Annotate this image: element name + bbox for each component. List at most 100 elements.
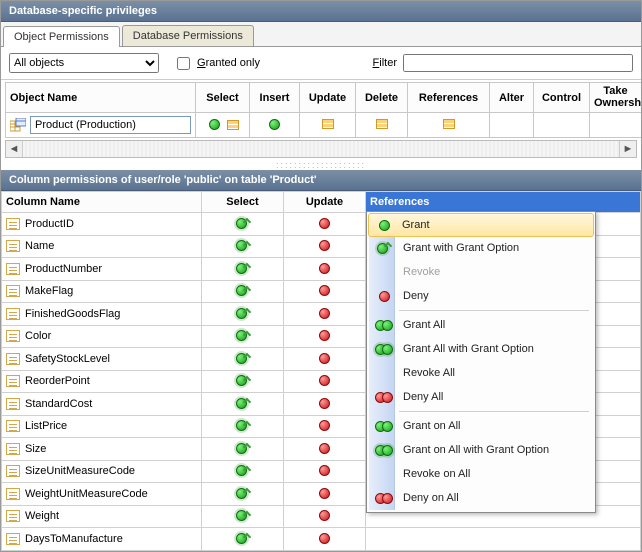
ctx-deny-on-all[interactable]: Deny on All	[369, 486, 593, 510]
object-name-input[interactable]	[30, 116, 191, 134]
horizontal-scrollbar[interactable]: ◄ ►	[5, 140, 637, 158]
scroll-right-icon[interactable]: ►	[620, 143, 636, 155]
ctx-deny[interactable]: Deny	[369, 284, 593, 308]
ctx-label: Deny All	[403, 391, 443, 403]
scroll-left-icon[interactable]: ◄	[6, 143, 22, 155]
perm-cell-take-ownership[interactable]	[590, 113, 642, 138]
perm-cell-update[interactable]	[284, 550, 366, 551]
column-name-label: Size	[25, 443, 46, 455]
col-header-control[interactable]: Control	[534, 83, 590, 113]
column-row[interactable]: ProductLine	[2, 550, 641, 551]
granted-only-label: Granted only	[197, 57, 260, 69]
col-header-insert[interactable]: Insert	[250, 83, 300, 113]
perm-cell-update[interactable]	[284, 438, 366, 461]
perm-cell-select[interactable]	[202, 483, 284, 506]
section-header-column-perms: Column permissions of user/role 'public'…	[1, 170, 641, 191]
grant-with-option-icon	[375, 243, 393, 254]
perm-cell-update[interactable]	[284, 483, 366, 506]
perm-cell-update[interactable]	[284, 393, 366, 416]
perm-cell-update[interactable]	[284, 528, 366, 551]
col-header-take-ownership[interactable]: Take Ownership	[590, 83, 642, 113]
perm-cell-select[interactable]	[202, 393, 284, 416]
column-icon	[6, 218, 20, 230]
perm-cell-select[interactable]	[202, 460, 284, 483]
filter-input[interactable]	[403, 54, 633, 72]
perm-cell-select[interactable]	[202, 258, 284, 281]
column-name-label: WeightUnitMeasureCode	[25, 488, 148, 500]
perm-cell-references[interactable]	[408, 113, 490, 138]
ctx-grant-all-with-option[interactable]: Grant All with Grant Option	[369, 337, 593, 361]
ctx-deny-all[interactable]: Deny All	[369, 385, 593, 409]
perm-cell-select[interactable]	[202, 505, 284, 528]
perm-cell-update[interactable]	[284, 258, 366, 281]
perm-cell-update[interactable]	[284, 505, 366, 528]
perm-cell-references[interactable]	[366, 528, 641, 551]
col-header-update[interactable]: Update	[300, 83, 356, 113]
perm-cell-select[interactable]	[202, 415, 284, 438]
granted-only-input[interactable]	[177, 57, 190, 70]
column-name-label: SafetyStockLevel	[25, 353, 110, 365]
perm-cell-update[interactable]	[284, 348, 366, 371]
ctx-grant-on-all[interactable]: Grant on All	[369, 414, 593, 438]
toolbar: All objects Granted only Filter	[1, 47, 641, 80]
perm-cell-select[interactable]	[202, 370, 284, 393]
perm-cell-control[interactable]	[534, 113, 590, 138]
perm-cell-update[interactable]	[284, 213, 366, 236]
object-table: Object Name Select Insert Update Delete …	[1, 80, 641, 138]
ctx-grant-with-option[interactable]: Grant with Grant Option	[369, 236, 593, 260]
ctx-label: Grant All with Grant Option	[403, 343, 534, 355]
tab-object-permissions[interactable]: Object Permissions	[3, 26, 120, 47]
col-header-update[interactable]: Update	[284, 192, 366, 213]
splitter-grip[interactable]: ::::::::::::::::::::	[1, 160, 641, 170]
col-header-references[interactable]: References	[408, 83, 490, 113]
column-name-label: ListPrice	[25, 420, 67, 432]
col-header-references[interactable]: References	[366, 192, 641, 213]
perm-cell-references[interactable]	[366, 550, 641, 551]
object-filter-select[interactable]: All objects	[9, 53, 159, 73]
perm-cell-select[interactable]	[196, 113, 250, 138]
column-icon	[6, 285, 20, 297]
col-header-select[interactable]: Select	[202, 192, 284, 213]
perm-cell-update[interactable]	[284, 235, 366, 258]
perm-cell-update[interactable]	[284, 415, 366, 438]
perm-cell-select[interactable]	[202, 550, 284, 551]
perm-cell-update[interactable]	[284, 460, 366, 483]
col-header-column-name[interactable]: Column Name	[2, 192, 202, 213]
ctx-grant-all[interactable]: Grant All	[369, 313, 593, 337]
perm-cell-select[interactable]	[202, 348, 284, 371]
tab-database-permissions[interactable]: Database Permissions	[122, 25, 254, 46]
ctx-grant-on-all-with-option[interactable]: Grant on All with Grant Option	[369, 438, 593, 462]
ctx-revoke-all[interactable]: Revoke All	[369, 361, 593, 385]
perm-cell-update[interactable]	[284, 303, 366, 326]
column-icon	[6, 263, 20, 275]
perm-cell-select[interactable]	[202, 235, 284, 258]
ctx-label: Revoke on All	[403, 468, 470, 480]
granted-only-checkbox[interactable]: Granted only	[173, 54, 260, 73]
perm-cell-select[interactable]	[202, 325, 284, 348]
perm-cell-delete[interactable]	[356, 113, 408, 138]
ctx-revoke-on-all[interactable]: Revoke on All	[369, 462, 593, 486]
perm-cell-update[interactable]	[284, 325, 366, 348]
perm-cell-update[interactable]	[284, 280, 366, 303]
perm-cell-alter[interactable]	[490, 113, 534, 138]
perm-cell-update[interactable]	[300, 113, 356, 138]
perm-cell-select[interactable]	[202, 213, 284, 236]
tab-bar: Object Permissions Database Permissions	[1, 22, 641, 47]
col-header-select[interactable]: Select	[196, 83, 250, 113]
perm-cell-select[interactable]	[202, 528, 284, 551]
column-row[interactable]: DaysToManufacture	[2, 528, 641, 551]
perm-cell-select[interactable]	[202, 303, 284, 326]
perm-cell-update[interactable]	[284, 370, 366, 393]
perm-cell-select[interactable]	[202, 280, 284, 303]
col-header-object-name[interactable]: Object Name	[6, 83, 196, 113]
ctx-grant[interactable]: Grant	[368, 213, 594, 237]
column-icon	[6, 398, 20, 410]
object-row[interactable]	[6, 113, 642, 138]
ctx-label: Revoke	[403, 266, 440, 278]
col-header-delete[interactable]: Delete	[356, 83, 408, 113]
scroll-track[interactable]	[22, 141, 620, 157]
perm-cell-insert[interactable]	[250, 113, 300, 138]
col-header-alter[interactable]: Alter	[490, 83, 534, 113]
perm-cell-select[interactable]	[202, 438, 284, 461]
ctx-label: Deny	[403, 290, 429, 302]
